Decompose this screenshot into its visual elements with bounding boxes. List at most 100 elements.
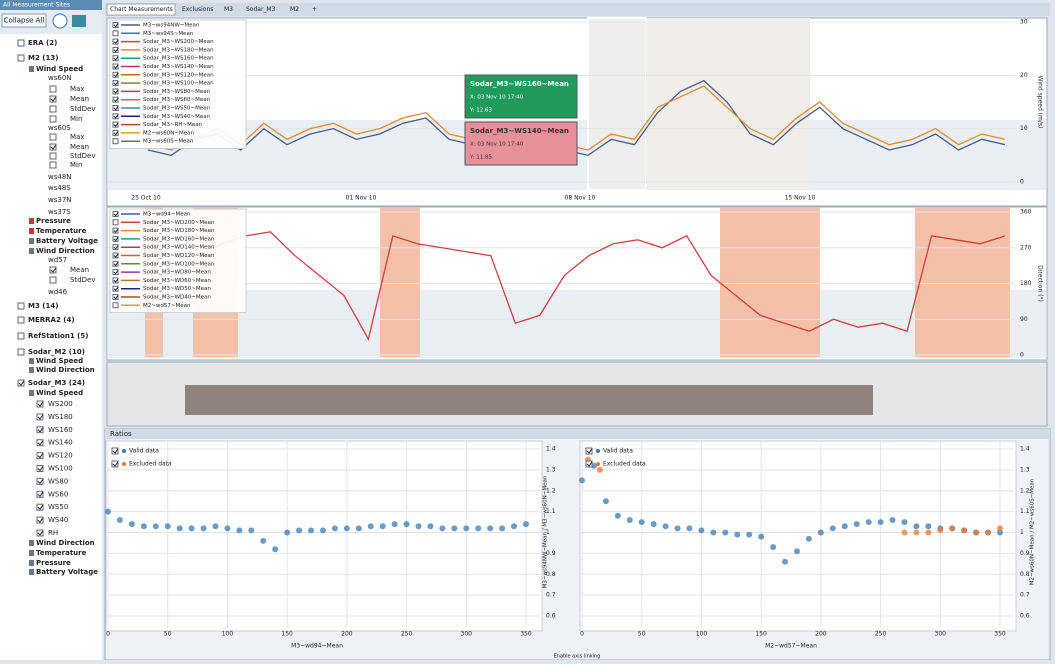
tree-item[interactable]: Wind Direction <box>36 247 95 255</box>
tree-item[interactable]: Sodar_M3 (24) <box>28 379 85 387</box>
tree-item[interactable]: ws37S <box>48 208 71 216</box>
checkbox[interactable] <box>112 211 119 217</box>
tree-item[interactable]: ws37N <box>48 196 72 204</box>
tree-item[interactable]: WS120 <box>48 452 73 460</box>
tree-item[interactable]: WS200 <box>48 400 73 408</box>
checkbox[interactable] <box>112 113 119 120</box>
checkbox[interactable] <box>49 161 57 169</box>
checkbox[interactable] <box>112 252 119 259</box>
checkbox[interactable] <box>112 302 119 309</box>
checkbox[interactable] <box>112 55 119 62</box>
checkbox[interactable] <box>112 105 119 111</box>
tree-item[interactable]: Mean <box>70 95 89 103</box>
checkbox[interactable] <box>585 447 593 455</box>
checkbox[interactable] <box>17 39 25 47</box>
checkbox[interactable] <box>17 332 25 340</box>
tree-item[interactable]: ws48N <box>48 173 72 181</box>
checkbox[interactable] <box>36 439 44 447</box>
checkbox[interactable] <box>112 121 119 128</box>
checkbox[interactable] <box>112 63 119 70</box>
tree-item[interactable]: Temperature <box>36 227 87 235</box>
checkbox[interactable] <box>112 285 119 292</box>
tree-item[interactable]: Mean <box>70 266 89 274</box>
tree-item[interactable]: WS40 <box>48 516 68 524</box>
checkbox[interactable] <box>49 85 57 93</box>
tree-item[interactable]: M3 (14) <box>28 302 58 310</box>
checkbox[interactable] <box>112 46 119 53</box>
checkbox[interactable] <box>112 269 119 276</box>
tree-item[interactable]: Wind Direction <box>36 539 95 547</box>
checkbox[interactable] <box>49 115 57 123</box>
checkbox[interactable] <box>112 244 119 251</box>
tree-item[interactable]: ws60N <box>48 74 72 82</box>
tree-item[interactable]: Battery Voltage <box>36 568 98 576</box>
tree-item[interactable]: Min <box>70 161 82 169</box>
tree-item[interactable]: WS60 <box>48 490 68 498</box>
search-icon[interactable] <box>52 13 68 29</box>
checkbox[interactable] <box>49 276 57 284</box>
checkbox[interactable] <box>49 143 57 151</box>
tree-item[interactable]: WS180 <box>48 413 73 421</box>
tree-item[interactable]: WS50 <box>48 503 68 511</box>
tree-item[interactable]: ws48S <box>48 184 71 192</box>
tree-item[interactable]: M2 (13) <box>28 54 58 62</box>
checkbox[interactable] <box>17 302 25 310</box>
checkbox[interactable] <box>36 452 44 460</box>
tree-item[interactable]: WS140 <box>48 439 73 447</box>
checkbox[interactable] <box>112 88 119 95</box>
tab[interactable]: Sodar_M3 <box>246 6 276 13</box>
checkbox[interactable] <box>112 138 119 145</box>
checkbox[interactable] <box>112 96 119 103</box>
tree-item[interactable]: Pressure <box>36 217 71 225</box>
tab[interactable]: M3 <box>224 6 233 13</box>
checkbox[interactable] <box>112 294 119 300</box>
tree-item[interactable]: WS100 <box>48 465 73 473</box>
checkbox[interactable] <box>17 379 25 387</box>
tree-item[interactable]: RefStation1 (5) <box>28 332 88 340</box>
checkbox[interactable] <box>585 460 593 468</box>
checkbox[interactable] <box>112 260 119 267</box>
collapse-label[interactable]: Collapse All <box>4 17 45 25</box>
tree-item[interactable]: WS160 <box>48 426 73 434</box>
tree-item[interactable]: StdDev <box>70 152 95 160</box>
checkbox[interactable] <box>111 447 119 455</box>
tab[interactable]: Exclusions <box>182 6 213 13</box>
tree-item[interactable]: StdDev <box>70 276 95 284</box>
collapse-button[interactable] <box>1 13 47 28</box>
tree-item[interactable]: MERRA2 (4) <box>28 316 75 324</box>
tree-item[interactable]: wd57 <box>48 256 67 264</box>
checkbox[interactable] <box>17 348 25 356</box>
checkbox[interactable] <box>112 30 119 37</box>
tree-item[interactable]: wd46 <box>48 288 68 296</box>
checkbox[interactable] <box>112 219 119 226</box>
tab[interactable]: Chart Measurements <box>110 6 173 13</box>
tree-item[interactable]: Wind Direction <box>36 366 95 374</box>
checkbox[interactable] <box>36 426 44 434</box>
tree-item[interactable]: ws60S <box>48 124 71 132</box>
checkbox[interactable] <box>36 400 44 408</box>
tree-item[interactable]: RH <box>48 529 58 537</box>
checkbox[interactable] <box>49 95 57 103</box>
axis-link-label[interactable]: Enable axis linking <box>554 654 601 660</box>
checkbox[interactable] <box>112 80 119 87</box>
checkbox[interactable] <box>112 235 119 242</box>
tab[interactable]: M2 <box>290 6 299 13</box>
tree-item[interactable]: WS80 <box>48 477 68 485</box>
tree-item[interactable]: Min <box>70 115 82 123</box>
tree-item[interactable]: Wind Speed <box>36 65 83 73</box>
checkbox[interactable] <box>36 413 44 421</box>
checkbox[interactable] <box>36 477 44 485</box>
tree-item[interactable]: StdDev <box>70 105 95 113</box>
checkbox[interactable] <box>36 529 44 537</box>
checkbox[interactable] <box>17 316 25 324</box>
tab[interactable]: + <box>312 6 317 13</box>
tree-item[interactable]: ERA (2) <box>28 39 57 47</box>
checkbox[interactable] <box>112 38 119 45</box>
checkbox[interactable] <box>49 152 57 160</box>
tree-item[interactable]: Battery Voltage <box>36 237 98 245</box>
checkbox[interactable] <box>112 22 119 28</box>
checkbox[interactable] <box>112 277 119 284</box>
tree-item[interactable]: Pressure <box>36 559 71 567</box>
checkbox[interactable] <box>112 71 119 78</box>
checkbox[interactable] <box>49 266 57 274</box>
